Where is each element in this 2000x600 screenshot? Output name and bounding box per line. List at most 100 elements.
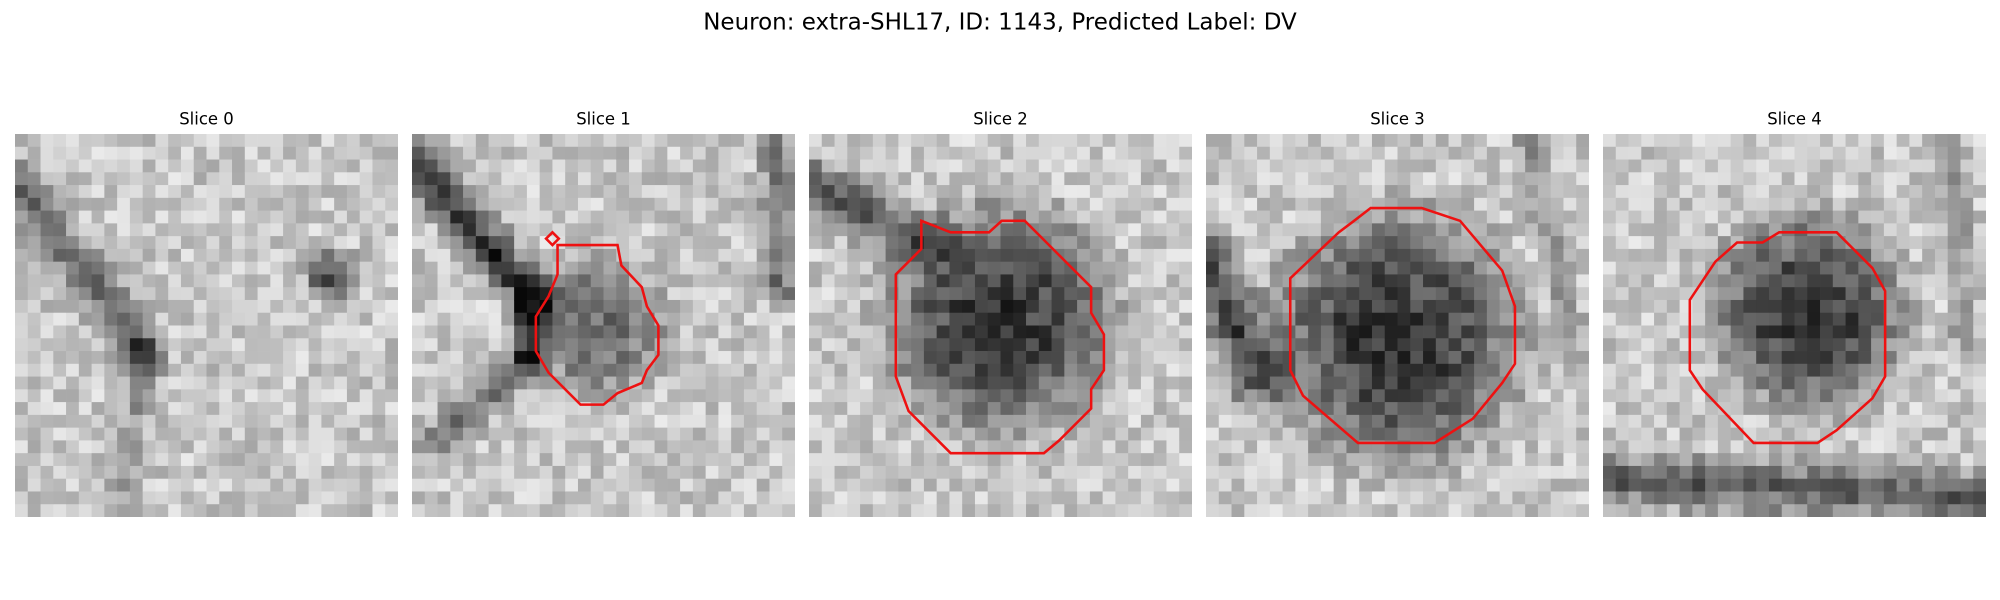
pixel xyxy=(1140,402,1155,416)
pixel xyxy=(1705,389,1719,403)
pixel xyxy=(78,312,92,326)
pixel xyxy=(1064,478,1078,492)
pixel xyxy=(1960,312,1974,326)
pixel xyxy=(1435,504,1449,517)
pixel xyxy=(1641,248,1655,263)
pixel xyxy=(1128,414,1142,429)
pixel xyxy=(514,427,528,441)
pixel xyxy=(1666,351,1680,365)
pixel xyxy=(206,197,220,211)
pixel xyxy=(1832,402,1846,416)
pixel xyxy=(1051,363,1065,377)
pixel xyxy=(1679,453,1693,467)
pixel xyxy=(1807,274,1821,288)
pixel xyxy=(15,389,29,403)
pixel xyxy=(1654,146,1668,160)
pixel xyxy=(1333,427,1347,441)
pixel xyxy=(629,338,643,352)
pixel xyxy=(936,210,950,224)
pixel xyxy=(1717,134,1732,148)
pixel xyxy=(1768,159,1783,173)
pixel xyxy=(1244,363,1258,377)
pixel xyxy=(1102,402,1116,416)
pixel xyxy=(1295,465,1309,480)
pixel xyxy=(603,338,617,352)
pixel xyxy=(283,389,297,403)
pixel xyxy=(821,146,835,160)
pixel xyxy=(501,363,515,377)
pixel xyxy=(219,159,233,173)
pixel xyxy=(821,440,835,454)
pixel xyxy=(1743,197,1757,211)
pixel xyxy=(1871,185,1885,199)
pixel xyxy=(1218,504,1232,517)
pixel xyxy=(27,389,41,403)
pixel xyxy=(1845,261,1859,275)
pixel xyxy=(15,338,29,352)
pixel xyxy=(1269,134,1283,148)
pixel xyxy=(372,299,386,314)
pixel xyxy=(898,440,912,454)
pixel xyxy=(1077,504,1091,517)
pixel xyxy=(552,223,566,237)
pixel xyxy=(1051,236,1065,250)
pixel xyxy=(1153,363,1167,377)
pixel xyxy=(1308,287,1322,301)
pixel xyxy=(1448,274,1462,288)
pixel xyxy=(450,325,464,339)
pixel xyxy=(1038,478,1052,492)
pixel xyxy=(1537,363,1552,377)
pixel xyxy=(1206,427,1220,441)
pixel xyxy=(15,453,29,467)
pixel xyxy=(1909,299,1923,314)
pixel xyxy=(1320,261,1335,275)
pixel xyxy=(872,185,886,199)
pixel xyxy=(1641,236,1655,250)
pixel xyxy=(450,299,464,314)
pixel xyxy=(1397,504,1411,517)
pixel xyxy=(1179,376,1192,390)
pixel xyxy=(1499,453,1513,467)
pixel xyxy=(987,376,1001,390)
pixel xyxy=(1206,261,1220,275)
pixel xyxy=(1615,159,1629,173)
pixel xyxy=(1845,197,1859,211)
pixel xyxy=(1435,236,1449,250)
pixel xyxy=(1435,299,1449,314)
pixel xyxy=(91,197,105,211)
pixel xyxy=(1000,134,1014,148)
pixel xyxy=(1333,478,1347,492)
pixel xyxy=(1563,453,1577,467)
pixel xyxy=(1359,338,1373,352)
pixel xyxy=(1435,223,1449,237)
pixel xyxy=(1038,504,1052,517)
pixel xyxy=(1666,248,1680,263)
pixel xyxy=(1973,236,1986,250)
pixel xyxy=(308,402,322,416)
pixel xyxy=(295,287,310,301)
pixel xyxy=(346,172,361,186)
pixel xyxy=(463,376,477,390)
pixel xyxy=(552,504,566,517)
pixel xyxy=(1603,261,1617,275)
pixel xyxy=(590,261,604,275)
pixel xyxy=(1563,338,1577,352)
pixel xyxy=(1934,261,1949,275)
pixel xyxy=(1628,376,1642,390)
pixel xyxy=(475,299,489,314)
pixel xyxy=(412,159,426,173)
pixel xyxy=(1641,414,1655,429)
pixel xyxy=(898,491,912,505)
pixel xyxy=(616,146,630,160)
pixel xyxy=(424,274,438,288)
pixel xyxy=(1410,299,1424,314)
pixel xyxy=(1257,491,1271,505)
pixel xyxy=(743,172,758,186)
pixel xyxy=(1153,478,1167,492)
pixel xyxy=(232,236,246,250)
pixel xyxy=(1269,159,1283,173)
pixel xyxy=(616,197,630,211)
pixel xyxy=(514,465,528,480)
pixel xyxy=(180,440,195,454)
pixel xyxy=(1038,427,1052,441)
